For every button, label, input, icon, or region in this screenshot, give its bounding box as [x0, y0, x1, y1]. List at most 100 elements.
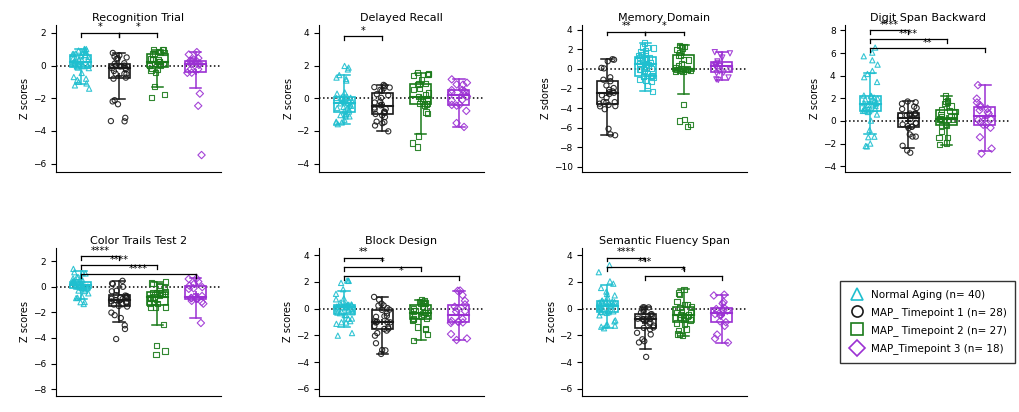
Point [907, 133, 923, 140]
Point [79, 285, 96, 291]
Point [189, 295, 205, 302]
Point [190, 103, 206, 109]
Point [183, 61, 200, 68]
Point [104, 280, 120, 287]
Point [714, 307, 731, 314]
Point [419, 331, 435, 338]
Point [185, 56, 202, 63]
Point [367, 318, 383, 325]
Point [415, 300, 431, 307]
Point [855, 92, 871, 99]
Point [73, 70, 90, 76]
Point [863, 49, 879, 56]
Point [717, 319, 734, 325]
Point [106, 68, 122, 74]
Point [971, 134, 987, 140]
Point [982, 145, 999, 152]
Y-axis label: Z scores: Z scores [20, 78, 31, 119]
Point [377, 105, 393, 112]
Text: *: * [98, 22, 102, 33]
Text: **: ** [358, 247, 368, 258]
Point [337, 304, 354, 310]
Point [72, 276, 89, 282]
Point [932, 128, 949, 135]
Point [893, 106, 909, 112]
Point [73, 285, 90, 291]
Point [341, 113, 358, 119]
Point [632, 48, 648, 55]
Point [712, 311, 729, 318]
Text: *: * [379, 257, 384, 267]
Point [70, 287, 87, 294]
Point [182, 66, 199, 73]
Point [179, 70, 196, 76]
Point [194, 152, 210, 158]
Point [907, 99, 923, 105]
Point [371, 297, 387, 303]
Point [332, 100, 348, 107]
Point [868, 61, 884, 68]
Point [671, 49, 687, 56]
Point [447, 308, 464, 315]
Point [114, 296, 130, 302]
Point [103, 298, 119, 305]
Point [597, 298, 613, 305]
Point [641, 326, 657, 332]
Point [457, 308, 473, 314]
Point [640, 62, 656, 68]
Point [337, 302, 354, 308]
Point [718, 307, 735, 314]
Point [374, 120, 390, 126]
Point [419, 98, 435, 104]
Point [71, 282, 88, 288]
Point [415, 311, 431, 317]
Point [669, 63, 686, 69]
Point [114, 301, 130, 307]
Text: ****: **** [898, 29, 917, 39]
Point [157, 348, 173, 354]
Point [641, 320, 657, 327]
Point [866, 105, 882, 112]
Point [637, 61, 653, 68]
Point [940, 117, 956, 123]
Bar [70, 281, 92, 288]
Point [669, 52, 686, 59]
Point [70, 79, 87, 85]
Point [405, 316, 421, 323]
Point [644, 74, 660, 81]
Point [366, 104, 382, 111]
Point [67, 280, 84, 286]
Point [605, 299, 622, 305]
Point [144, 66, 160, 72]
Point [606, 103, 623, 110]
Point [148, 290, 164, 296]
Point [448, 337, 465, 343]
Point [674, 332, 690, 339]
Point [336, 94, 353, 101]
Point [856, 105, 872, 111]
Point [68, 279, 85, 285]
Point [341, 318, 358, 324]
Point [148, 351, 164, 358]
Point [894, 121, 910, 128]
Point [602, 303, 619, 309]
Point [634, 56, 650, 63]
Bar [70, 55, 92, 67]
Point [180, 51, 197, 58]
Point [150, 56, 166, 63]
Point [373, 88, 389, 94]
Bar [185, 286, 206, 299]
Point [864, 101, 880, 108]
Point [74, 283, 91, 289]
Point [368, 340, 384, 346]
Point [343, 330, 360, 336]
Point [668, 309, 685, 316]
Point [114, 278, 130, 284]
Point [455, 124, 472, 130]
Point [342, 305, 359, 312]
Point [340, 108, 357, 115]
Point [376, 109, 392, 115]
Point [180, 286, 197, 292]
Point [866, 44, 882, 51]
Point [668, 298, 685, 304]
